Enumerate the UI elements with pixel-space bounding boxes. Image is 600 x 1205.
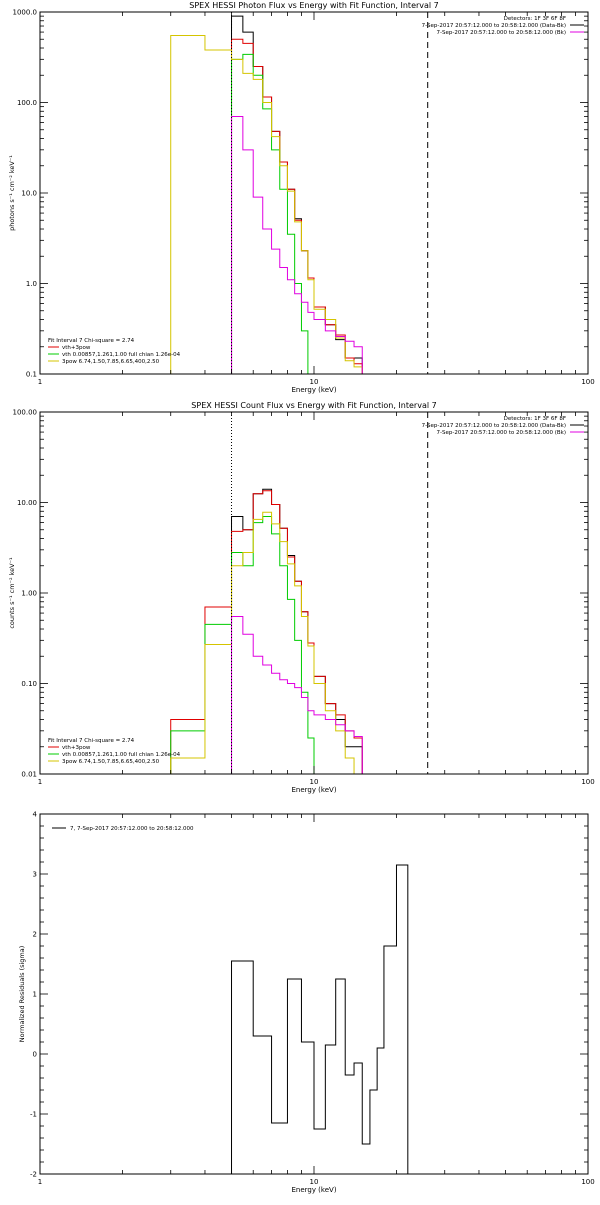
series-vth (231, 53, 309, 374)
y-axis-label: counts s⁻¹ cm⁻² keV⁻¹ (8, 557, 16, 629)
legend-entry: vth+3pow (62, 345, 91, 351)
y-tick-label: 10.0 (21, 190, 37, 198)
plot-frame (39, 411, 589, 775)
x-tick-label: 10 (310, 1178, 319, 1186)
series-data (231, 864, 409, 1174)
legend-entry: 7, 7-Sep-2017 20:57:12.000 to 20:58:12.0… (70, 826, 194, 832)
y-tick-label: 4 (33, 811, 38, 819)
y-tick-label: 2 (33, 931, 37, 939)
legend-entry: vth+3pow (62, 745, 91, 751)
y-axis-label: Normalized Residuals (sigma) (18, 946, 26, 1043)
legend-entry: Fit Interval 7 Chi-square = 2.74 (48, 738, 135, 744)
series-bk (231, 616, 363, 774)
chart-title: SPEX HESSI Count Flux vs Energy with Fit… (191, 401, 436, 410)
series-group (170, 15, 363, 374)
y-tick-label: -2 (30, 1171, 37, 1179)
y-tick-label: 0.01 (21, 771, 37, 779)
legend-entry: vth 0.00857,1.261,1.00 full chian 1.26e-… (62, 752, 181, 758)
x-tick-label: 100 (581, 1178, 594, 1186)
x-tick-label: 100 (581, 378, 594, 386)
x-tick-label: 10 (310, 778, 319, 786)
y-axis-label: photons s⁻¹ cm⁻² keV⁻¹ (8, 155, 16, 231)
series-total (231, 38, 363, 374)
y-tick-label: 1.0 (26, 280, 37, 288)
x-tick-label: 1 (38, 1178, 42, 1186)
legend-entry: 7-Sep-2017 20:57:12.000 to 20:58:12.000 … (437, 30, 567, 36)
legend-entry: vth 0.00857,1.261,1.00 full chian 1.26e-… (62, 352, 181, 358)
legend-entry: Detectors: 1F 3F 6F 8F (504, 416, 566, 422)
residuals-panel: 1 10 100 Energy (keV) -2 -1 0 1 2 3 4 Normalized Re… (18, 811, 595, 1195)
legend-entry: Fit Interval 7 Chi-square = 2.74 (48, 338, 135, 344)
x-tick-label: 1 (38, 778, 42, 786)
x-tick-label: 1 (38, 378, 42, 386)
y-tick-label: 3 (33, 871, 37, 879)
y-tick-label: 0.10 (21, 680, 37, 688)
y-tick-label: -1 (30, 1111, 37, 1119)
legend-entry: 7-Sep-2017 20:57:12.000 to 20:58:12.000 … (422, 423, 566, 429)
y-tick-label: 1000.0 (13, 9, 38, 17)
count-flux-panel: SPEX HESSI Count Flux vs Energy with Fit… (8, 401, 595, 794)
legend-entry: 3pow 6.74,1.50,7.85,6.65,400,2.50 (62, 759, 160, 765)
series-total (170, 490, 363, 774)
x-tick-label: 100 (581, 778, 594, 786)
y-tick-label: 100.00 (13, 409, 38, 417)
legend-entry: Detectors: 1F 3F 6F 8F (504, 16, 566, 22)
x-tick-label: 10 (310, 378, 319, 386)
series-group (170, 488, 363, 774)
y-tick-label: 1.00 (21, 590, 37, 598)
series-pow (170, 511, 355, 774)
photon-flux-panel: SPEX HESSI Photon Flux vs Energy with Fi… (8, 1, 595, 394)
series-bk (231, 116, 363, 374)
x-axis-label: Energy (keV) (291, 386, 336, 394)
y-tick-label: 1 (33, 991, 37, 999)
y-tick-label: 100.0 (17, 99, 37, 107)
y-tick-label: 10.00 (17, 499, 37, 507)
x-axis-label: Energy (keV) (291, 786, 336, 794)
series-pow (170, 35, 363, 374)
series-data (231, 15, 363, 374)
y-tick-label: 0.1 (26, 371, 37, 379)
series-group (231, 864, 409, 1174)
legend-entry: 3pow 6.74,1.50,7.85,6.65,400,2.50 (62, 359, 160, 365)
legend-entry: 7-Sep-2017 20:57:12.000 to 20:58:12.000 … (422, 23, 566, 29)
legend-entry: 7-Sep-2017 20:57:12.000 to 20:58:12.000 … (437, 430, 567, 436)
chart-title: SPEX HESSI Photon Flux vs Energy with Fi… (189, 1, 439, 10)
x-axis-label: Energy (keV) (291, 1186, 336, 1194)
y-tick-label: 0 (33, 1051, 37, 1059)
